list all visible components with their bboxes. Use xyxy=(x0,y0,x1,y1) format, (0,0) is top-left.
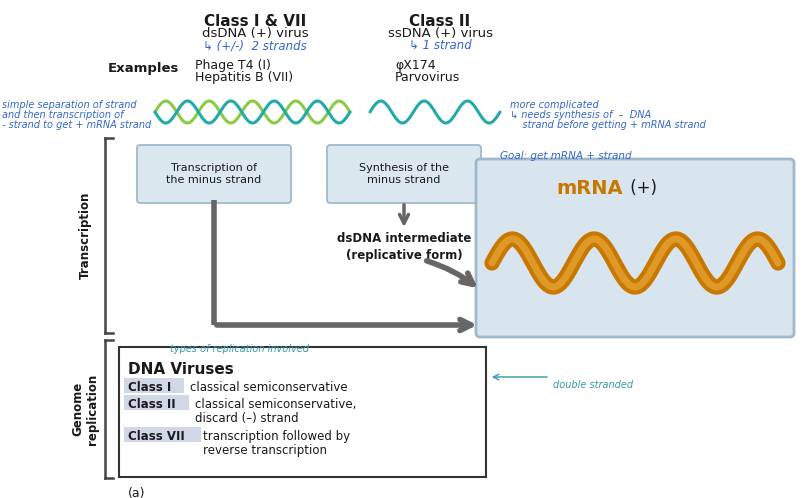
Text: Class I & VII: Class I & VII xyxy=(204,14,306,29)
Text: types of replication involved: types of replication involved xyxy=(170,344,309,354)
Text: Phage T4 (I): Phage T4 (I) xyxy=(195,59,271,72)
Text: (+): (+) xyxy=(625,179,657,197)
Text: - strand to get + mRNA strand: - strand to get + mRNA strand xyxy=(2,120,152,130)
Text: Class I: Class I xyxy=(128,381,172,394)
FancyBboxPatch shape xyxy=(119,347,486,477)
Text: Transcription: Transcription xyxy=(79,192,91,279)
FancyBboxPatch shape xyxy=(124,395,189,410)
Text: strand before getting + mRNA strand: strand before getting + mRNA strand xyxy=(510,120,706,130)
Text: mRNA: mRNA xyxy=(557,178,623,198)
Text: classical semiconservative: classical semiconservative xyxy=(190,381,347,394)
Text: dsDNA (+) virus: dsDNA (+) virus xyxy=(201,27,308,40)
Text: Transcription of
the minus strand: Transcription of the minus strand xyxy=(166,163,261,185)
Text: classical semiconservative,: classical semiconservative, xyxy=(195,398,356,411)
FancyBboxPatch shape xyxy=(476,159,794,337)
Text: Class II: Class II xyxy=(410,14,471,29)
FancyBboxPatch shape xyxy=(327,145,481,203)
Text: ↳ (+/-)  2 strands: ↳ (+/-) 2 strands xyxy=(203,39,307,52)
Text: φX174: φX174 xyxy=(395,59,435,72)
Text: dsDNA intermediate
(replicative form): dsDNA intermediate (replicative form) xyxy=(337,232,472,262)
Text: ↳ needs synthesis of  –  DNA: ↳ needs synthesis of – DNA xyxy=(510,110,651,120)
Text: transcription followed by: transcription followed by xyxy=(203,430,350,443)
Text: Parvovirus: Parvovirus xyxy=(395,71,460,84)
Text: DNA Viruses: DNA Viruses xyxy=(128,362,233,377)
Text: Synthesis of the
minus strand: Synthesis of the minus strand xyxy=(359,163,449,185)
Text: and then transcription of: and then transcription of xyxy=(2,110,124,120)
Text: Genome
replication: Genome replication xyxy=(71,374,99,445)
Text: Class VII: Class VII xyxy=(128,430,184,443)
Text: ssDNA (+) virus: ssDNA (+) virus xyxy=(387,27,492,40)
FancyBboxPatch shape xyxy=(124,427,201,442)
Text: simple separation of strand: simple separation of strand xyxy=(2,100,136,110)
Text: Goal: get mRNA + strand: Goal: get mRNA + strand xyxy=(500,151,632,161)
Text: Class II: Class II xyxy=(128,398,176,411)
FancyBboxPatch shape xyxy=(137,145,291,203)
Text: double stranded: double stranded xyxy=(553,380,633,390)
Text: (a): (a) xyxy=(128,487,145,498)
FancyBboxPatch shape xyxy=(124,378,184,393)
Text: Examples: Examples xyxy=(108,62,180,75)
Text: reverse transcription: reverse transcription xyxy=(203,444,327,457)
Text: Hepatitis B (VII): Hepatitis B (VII) xyxy=(195,71,293,84)
Text: discard (–) strand: discard (–) strand xyxy=(195,412,298,425)
Text: more complicated: more complicated xyxy=(510,100,599,110)
Text: ↳ 1 strand: ↳ 1 strand xyxy=(409,39,472,52)
